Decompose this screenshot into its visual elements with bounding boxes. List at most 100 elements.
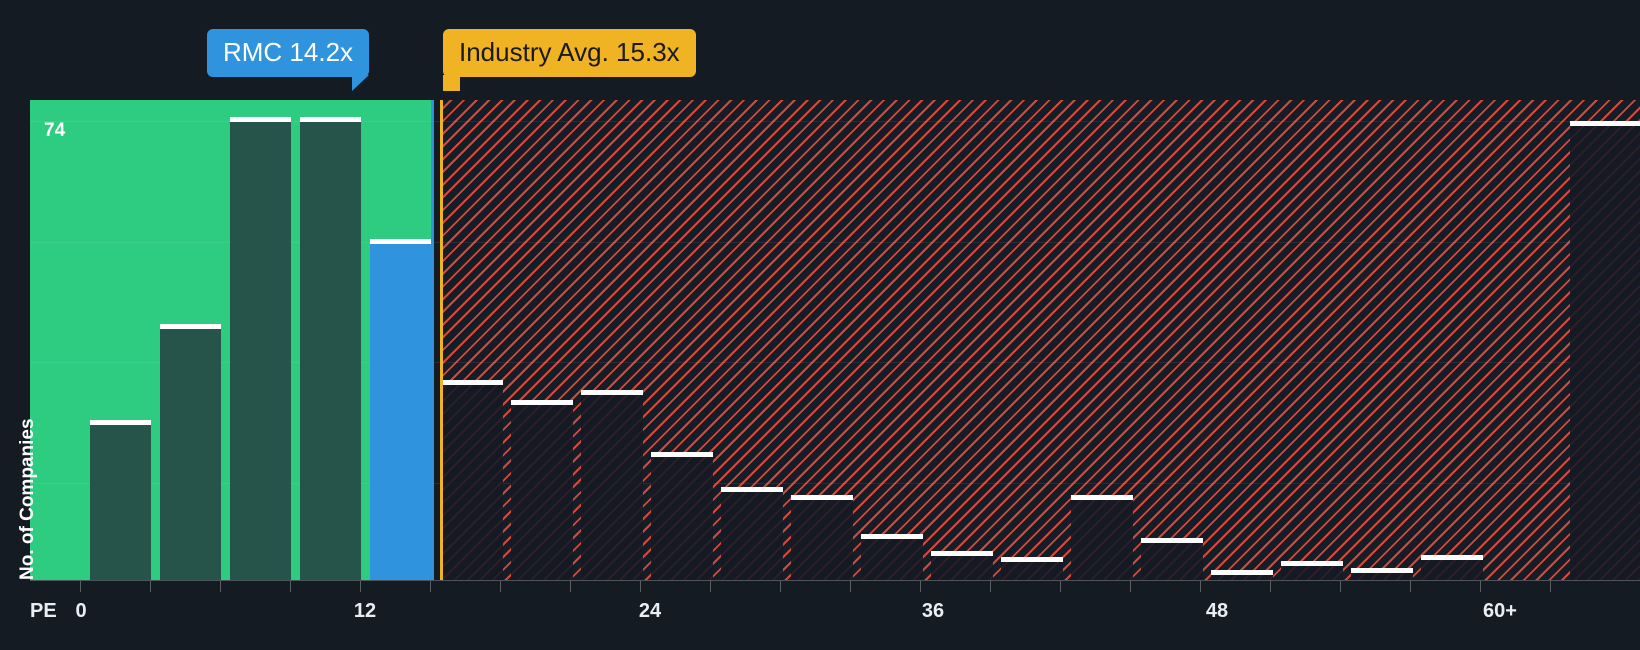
rmc-callout[interactable]: RMC 14.2x (207, 29, 370, 91)
bar-body (160, 329, 221, 580)
industry-avg-callout-label: Industry Avg. 15.3x (459, 37, 680, 67)
axis-tick (80, 581, 81, 592)
x-axis (30, 580, 1640, 594)
bar-body (1071, 500, 1133, 580)
axis-tick (290, 581, 291, 592)
bar-body (1211, 575, 1273, 580)
bar-body (1281, 566, 1343, 580)
axis-tick (1200, 581, 1201, 592)
bar-bin-11[interactable] (791, 495, 853, 580)
bar-body (1141, 543, 1203, 580)
x-tick-label-36: 36 (921, 600, 945, 622)
bar-cap (90, 420, 151, 425)
bar-cap (300, 117, 361, 122)
bar-bin-10[interactable] (721, 487, 783, 580)
bar-bin-8[interactable] (581, 390, 643, 580)
industry-avg-marker-line (440, 100, 443, 580)
axis-tick (990, 581, 991, 592)
bar-rmc-highlight[interactable] (370, 239, 433, 580)
axis-tick (850, 581, 851, 592)
x-axis-title: PE (30, 600, 57, 622)
bar-bin-18[interactable] (1281, 561, 1343, 580)
rmc-callout-tail (352, 75, 370, 91)
bar-cap (581, 390, 643, 395)
bar-body (90, 425, 151, 580)
bar-cap (441, 380, 503, 385)
x-tick-label-0: 0 (75, 600, 87, 622)
bar-bin-3[interactable] (230, 117, 291, 580)
bar-bin-13[interactable] (931, 551, 993, 580)
bar-cap (1570, 121, 1640, 126)
max-count-label: 74 (44, 120, 66, 141)
bar-bin-1[interactable] (90, 420, 151, 580)
plot-area (30, 100, 1640, 580)
bar-bin-14[interactable] (1001, 557, 1063, 580)
bar-cap (861, 534, 923, 539)
bar-body (581, 395, 643, 580)
bar-body (931, 556, 993, 580)
bar-bin-19[interactable] (1351, 568, 1413, 580)
bar-cap (651, 452, 713, 457)
bar-body (791, 500, 853, 580)
industry-avg-callout-tail (443, 75, 460, 91)
bar-cap (931, 551, 993, 556)
bar-body (230, 122, 291, 580)
bar-bin-15[interactable] (1071, 495, 1133, 580)
bar-cap (1001, 557, 1063, 562)
bar-cap (160, 324, 221, 329)
axis-tick (920, 581, 921, 592)
bar-body (511, 405, 573, 580)
bar-body (651, 457, 713, 580)
axis-tick (710, 581, 711, 592)
bar-body (1570, 126, 1640, 580)
overvalued-hatched-zone (441, 100, 1640, 580)
bar-cap (511, 400, 573, 405)
bar-cap (370, 239, 433, 244)
bar-bin-7[interactable] (511, 400, 573, 580)
bar-cap (1071, 495, 1133, 500)
rmc-callout-label: RMC 14.2x (223, 37, 354, 67)
axis-tick (1340, 581, 1341, 592)
bar-bin-6[interactable] (441, 380, 503, 580)
bar-bin-12[interactable] (861, 534, 923, 580)
x-tick-label-60: 60+ (1483, 600, 1517, 622)
axis-tick (1270, 581, 1271, 592)
axis-tick (1550, 581, 1551, 592)
bar-bin-9[interactable] (651, 452, 713, 580)
rmc-marker-line (431, 100, 434, 580)
axis-tick (360, 581, 361, 592)
bar-bin-60plus[interactable] (1570, 121, 1640, 580)
bar-cap (230, 117, 291, 122)
axis-tick (1480, 581, 1481, 592)
bar-body (1001, 562, 1063, 580)
axis-tick (780, 581, 781, 592)
axis-tick (1410, 581, 1411, 592)
bar-body (721, 492, 783, 580)
bar-cap (1351, 568, 1413, 573)
x-tick-label-48: 48 (1205, 600, 1229, 622)
bar-body (1351, 573, 1413, 580)
axis-tick (570, 581, 571, 592)
bar-bin-2[interactable] (160, 324, 221, 580)
bar-body (441, 385, 503, 580)
industry-avg-callout[interactable]: Industry Avg. 15.3x (443, 29, 696, 91)
bar-body (1421, 560, 1483, 580)
bar-cap (1421, 555, 1483, 560)
bar-cap (1141, 538, 1203, 543)
axis-tick (1060, 581, 1061, 592)
x-tick-label-24: 24 (638, 600, 662, 622)
bar-cap (721, 487, 783, 492)
y-axis-title: No. of Companies (17, 418, 38, 580)
x-tick-label-12: 12 (353, 600, 377, 622)
bar-body (300, 122, 361, 580)
axis-tick (1130, 581, 1131, 592)
bar-bin-20[interactable] (1421, 555, 1483, 580)
bar-bin-17[interactable] (1211, 570, 1273, 580)
bar-cap (1211, 570, 1273, 575)
bar-body (370, 244, 433, 580)
axis-tick (430, 581, 431, 592)
bar-body (861, 539, 923, 580)
bar-bin-16[interactable] (1141, 538, 1203, 580)
bar-bin-4[interactable] (300, 117, 361, 580)
